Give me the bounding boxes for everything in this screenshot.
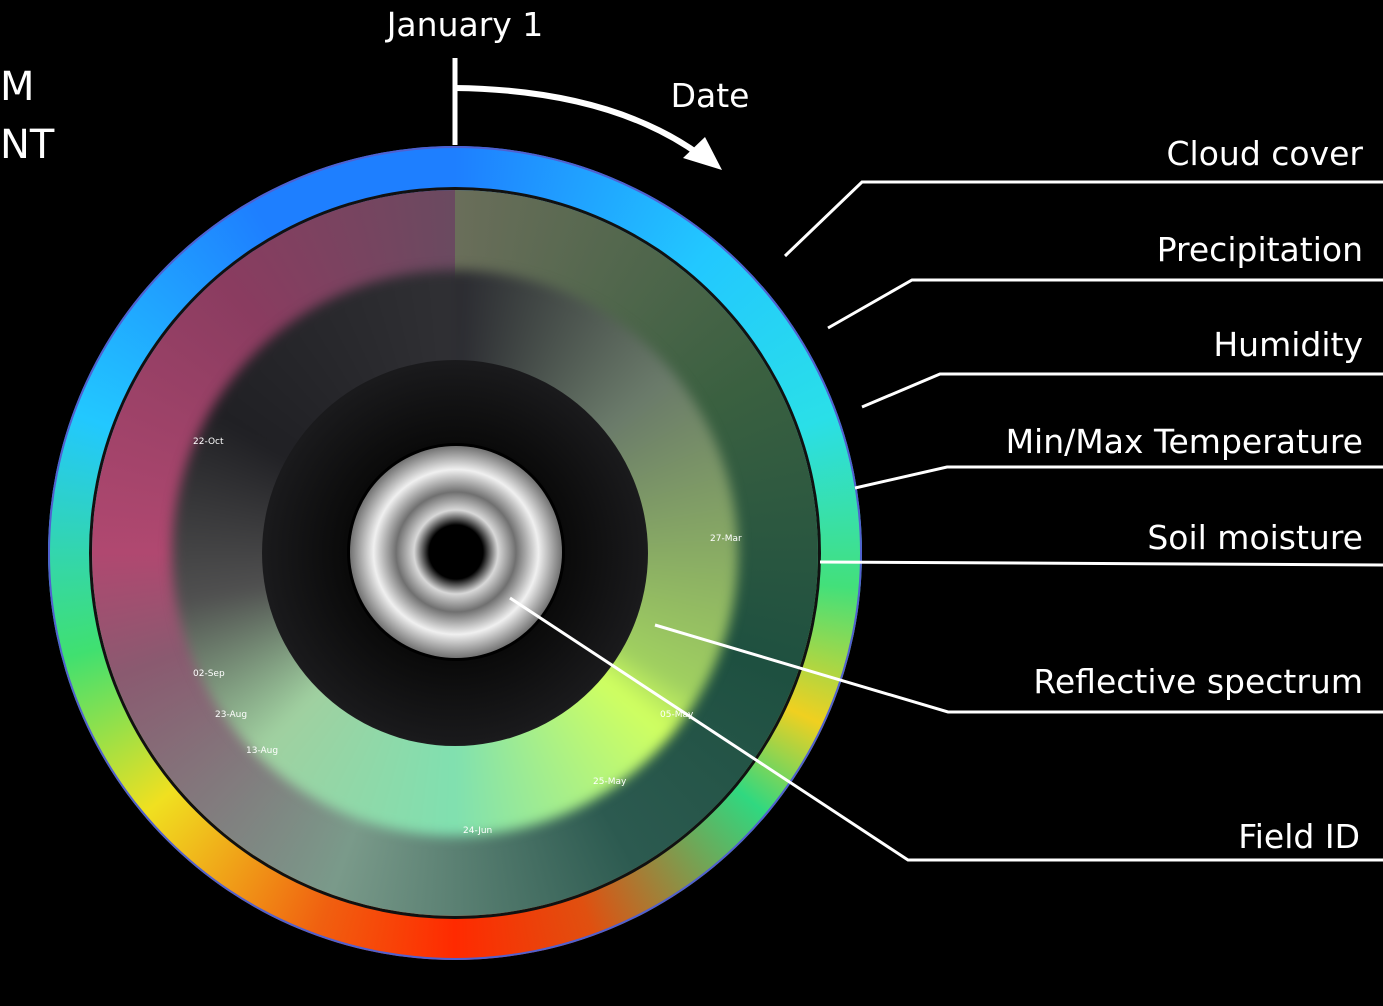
layer-label: Field ID xyxy=(1238,817,1360,856)
header-fragment: NT xyxy=(0,122,55,168)
date-label: 02-Sep xyxy=(193,669,225,679)
date-label: 13-Aug xyxy=(246,746,278,756)
axis-direction: Date xyxy=(671,76,750,115)
layer-label: Min/Max Temperature xyxy=(1006,422,1363,461)
date-label: 25-May xyxy=(593,777,627,787)
leader-lines xyxy=(509,180,1383,862)
layer-label: Humidity xyxy=(1213,325,1363,364)
layer-label: Reflective spectrum xyxy=(1033,662,1363,701)
date-label: 24-Jun xyxy=(463,826,492,836)
header-fragment: M xyxy=(0,64,35,110)
date-label: 05-May xyxy=(660,710,694,720)
date-label: 22-Oct xyxy=(193,437,224,447)
layer-label: Precipitation xyxy=(1157,230,1363,269)
axis-start: January 1 xyxy=(385,5,544,44)
date-label: 23-Aug xyxy=(215,710,247,720)
layer-label: Soil moisture xyxy=(1147,518,1363,557)
arrow-head xyxy=(683,137,722,170)
date-arrow xyxy=(454,85,702,158)
date-label: 27-Mar xyxy=(710,534,742,544)
field-id-disc xyxy=(350,446,562,658)
layer-label: Cloud cover xyxy=(1167,134,1364,173)
